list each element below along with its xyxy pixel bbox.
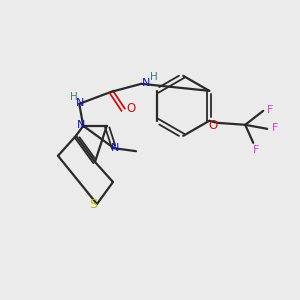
Text: F: F xyxy=(253,145,260,155)
Text: O: O xyxy=(127,102,136,115)
Text: N: N xyxy=(77,120,86,130)
Text: H: H xyxy=(70,92,78,102)
Text: F: F xyxy=(272,123,278,133)
Text: O: O xyxy=(208,119,218,132)
Text: N: N xyxy=(142,78,150,88)
Text: F: F xyxy=(267,105,273,115)
Text: N: N xyxy=(111,143,119,153)
Text: H: H xyxy=(150,72,158,82)
Text: S: S xyxy=(89,197,97,211)
Text: N: N xyxy=(76,98,84,108)
